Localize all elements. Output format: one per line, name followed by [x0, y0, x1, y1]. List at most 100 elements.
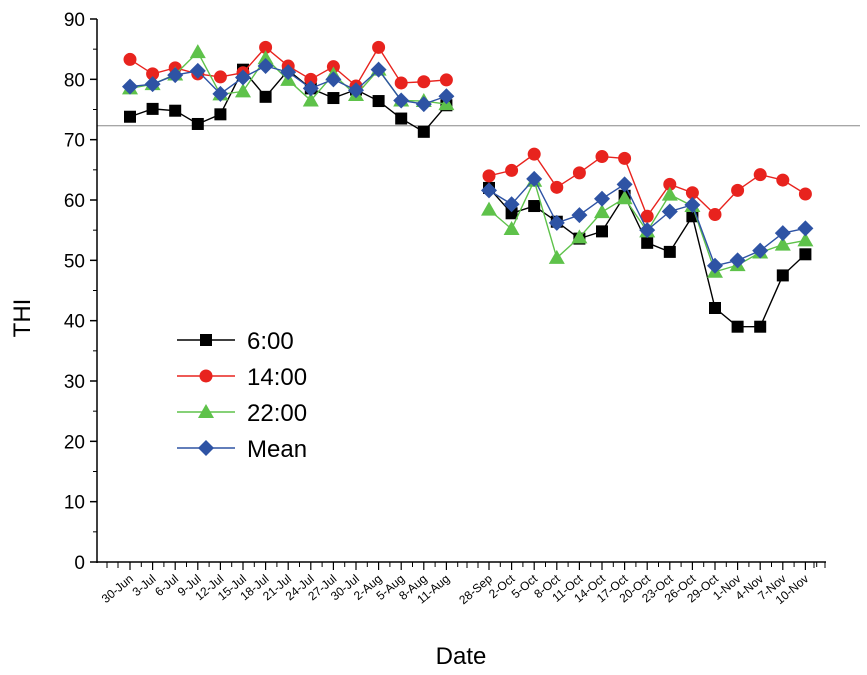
data-point-circle — [146, 67, 160, 81]
y-tick-label: 10 — [64, 493, 85, 514]
data-point-diamond — [774, 225, 791, 242]
x-tick-label: 3-Jul — [130, 572, 159, 599]
legend-label: Mean — [247, 436, 307, 463]
legend: 6:00 14:00 22:00 Mean — [177, 328, 307, 463]
data-point-square — [709, 301, 721, 314]
data-point-circle — [482, 169, 496, 183]
data-point-square — [754, 320, 767, 333]
data-point-diamond — [167, 67, 184, 84]
data-point-diamond — [548, 214, 565, 231]
data-point-circle — [505, 163, 519, 177]
data-point-triangle — [797, 232, 814, 247]
data-point-square — [505, 207, 518, 220]
data-point-circle — [394, 76, 408, 90]
y-tick-label: 70 — [64, 131, 85, 152]
axes — [96, 19, 826, 563]
data-point-circle — [618, 151, 632, 165]
data-point-diamond — [526, 170, 543, 187]
data-point-square — [799, 248, 812, 261]
y-ticks: 0 10 20 30 40 50 60 70 80 90 — [64, 10, 97, 574]
y-axis-title: THI — [9, 299, 36, 338]
data-point-circle — [572, 166, 586, 180]
y-tick-label: 20 — [64, 432, 85, 453]
data-point-diamond — [212, 85, 229, 102]
data-point-diamond — [661, 203, 678, 220]
data-point-diamond — [729, 252, 746, 269]
data-point-diamond — [639, 222, 656, 239]
data-point-triangle — [661, 186, 678, 201]
data-point-diamond — [302, 80, 319, 97]
data-point-diamond — [280, 64, 297, 81]
series-layer — [122, 40, 814, 333]
data-point-square — [596, 225, 608, 238]
data-point-triangle — [198, 404, 214, 418]
data-point-triangle — [548, 249, 565, 264]
data-point-square — [372, 95, 385, 108]
data-point-diamond — [189, 62, 206, 79]
data-point-circle — [753, 168, 767, 182]
data-point-diamond — [144, 76, 161, 93]
data-point-triangle — [616, 190, 633, 205]
data-point-diamond — [257, 58, 274, 75]
data-point-circle — [213, 70, 227, 84]
data-point-square — [663, 245, 676, 258]
data-point-square — [214, 108, 227, 121]
data-point-diamond — [571, 207, 588, 224]
data-point-circle — [731, 183, 745, 197]
legend-label: 6:00 — [247, 328, 294, 355]
data-point-diamond — [393, 92, 410, 109]
data-point-triangle — [189, 44, 206, 59]
series-mean — [122, 58, 814, 274]
data-point-diamond — [481, 182, 497, 199]
data-point-triangle — [257, 50, 274, 65]
data-point-circle — [304, 72, 318, 86]
data-point-diamond — [503, 196, 520, 213]
data-point-circle — [417, 75, 431, 89]
legend-label: 22:00 — [247, 400, 307, 427]
data-point-circle — [259, 40, 273, 54]
data-point-diamond — [594, 190, 610, 207]
data-point-circle — [439, 73, 453, 87]
x-tick-label: 6-Jul — [152, 572, 181, 599]
data-point-triangle — [302, 92, 319, 107]
data-point-circle — [550, 180, 564, 194]
data-point-diamond — [797, 220, 814, 237]
y-tick-label: 80 — [64, 70, 85, 91]
data-point-square — [327, 92, 340, 105]
y-tick-label: 90 — [64, 10, 85, 31]
data-point-circle — [685, 186, 699, 200]
data-point-diamond — [370, 61, 387, 78]
data-point-square — [200, 334, 212, 346]
data-point-diamond — [684, 196, 701, 213]
data-point-triangle — [571, 229, 588, 244]
data-point-diamond — [438, 88, 455, 105]
data-point-square — [776, 269, 789, 282]
data-point-diamond — [616, 176, 633, 193]
data-point-diamond — [235, 69, 251, 86]
x-ticks: 30-Jun3-Jul6-Jul9-Jul12-Jul15-Jul18-Jul2… — [99, 562, 826, 607]
data-point-diamond — [348, 82, 364, 99]
data-point-square — [731, 320, 744, 333]
data-point-square — [124, 110, 136, 123]
data-point-triangle — [774, 236, 791, 251]
data-point-triangle — [503, 220, 520, 235]
y-tick-label: 50 — [64, 251, 85, 272]
data-point-diamond — [122, 78, 138, 95]
y-tick-label: 0 — [74, 553, 85, 574]
data-point-circle — [798, 187, 812, 201]
data-point-square — [528, 200, 541, 213]
legend-label: 14:00 — [247, 364, 307, 391]
data-point-circle — [123, 52, 137, 66]
data-point-circle — [199, 369, 213, 383]
data-point-diamond — [752, 242, 769, 259]
y-tick-label: 30 — [64, 372, 85, 393]
data-point-square — [259, 90, 272, 103]
data-point-diamond — [415, 96, 432, 113]
data-point-square — [191, 117, 204, 130]
data-point-circle — [527, 147, 541, 161]
data-point-circle — [663, 177, 677, 191]
y-tick-label: 60 — [64, 191, 85, 212]
data-point-triangle — [235, 83, 251, 98]
y-tick-label: 40 — [64, 312, 85, 333]
